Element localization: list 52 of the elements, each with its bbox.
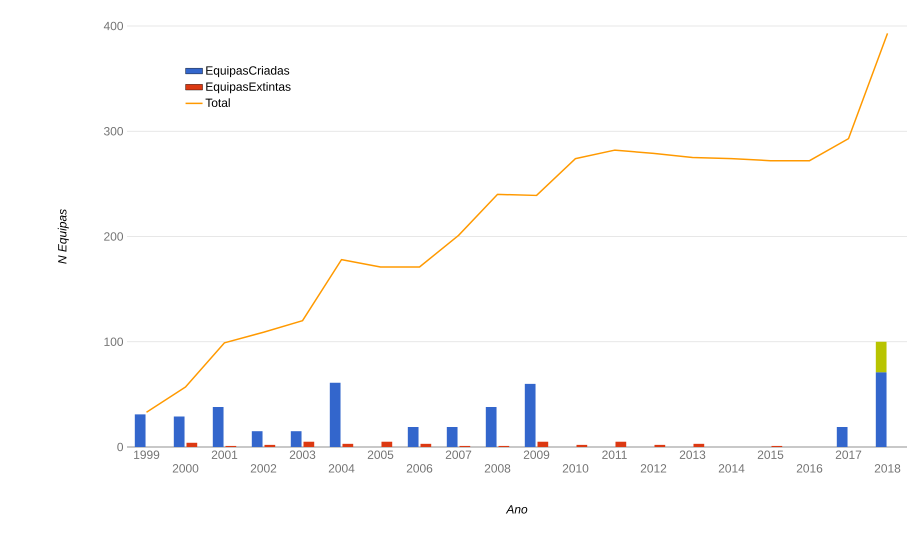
bar: [330, 382, 341, 447]
y-tick-label: 200: [104, 232, 124, 241]
y-tick-label: 100: [104, 338, 124, 346]
x-tick-label: 2015: [758, 450, 784, 459]
bar: [693, 444, 704, 447]
bar: [615, 442, 626, 447]
bar: [836, 426, 848, 447]
bar: [420, 444, 432, 447]
bar: [303, 442, 314, 447]
legend-label: EquipasCriadas: [206, 66, 290, 78]
bar: [290, 431, 302, 447]
x-tick-label: 2004: [328, 464, 354, 473]
legend-label: EquipasExtintas: [206, 82, 291, 94]
x-tick-label: 2010: [562, 464, 588, 473]
x-tick-label: 2008: [484, 464, 510, 473]
bar: [134, 414, 146, 447]
bar: [524, 384, 536, 447]
y-tick-label: 300: [104, 127, 124, 136]
bar: [252, 431, 263, 447]
legend-label: Total: [206, 98, 230, 108]
bar: [486, 406, 497, 447]
bar: [876, 342, 887, 372]
x-tick-label: 2009: [524, 450, 550, 459]
x-tick-label: 2001: [212, 450, 238, 459]
y-tick-label: 0: [117, 442, 124, 452]
bar: [212, 406, 224, 447]
x-tick-label: 2000: [172, 464, 198, 473]
x-tick-label: 2003: [290, 450, 316, 459]
x-tick-label: 2006: [406, 464, 432, 473]
x-tick-label: 2012: [640, 464, 666, 473]
bar: [342, 444, 354, 447]
x-tick-label: 2017: [836, 450, 862, 459]
x-tick-label: 2018: [874, 464, 900, 473]
x-tick-label: 2011: [602, 450, 627, 459]
x-tick-label: 2016: [796, 464, 822, 473]
y-tick-label: 400: [104, 22, 124, 30]
bar: [446, 426, 458, 447]
bar: [381, 442, 392, 447]
bar: [174, 416, 185, 447]
x-tick-label: 2002: [250, 464, 276, 473]
x-tick-label: 2007: [446, 450, 472, 459]
x-tick-label: 2014: [718, 464, 744, 473]
bar: [408, 426, 419, 447]
x-tick-label: 2013: [680, 450, 706, 459]
x-tick-label: 1999: [134, 450, 160, 459]
bar: [186, 442, 198, 447]
x-axis-title: Ano: [506, 505, 528, 514]
bar: [876, 372, 887, 447]
line-series: [146, 32, 888, 414]
x-tick-label: 2005: [368, 450, 394, 459]
y-axis-title: N Equipas: [58, 209, 69, 264]
bar: [537, 442, 548, 447]
